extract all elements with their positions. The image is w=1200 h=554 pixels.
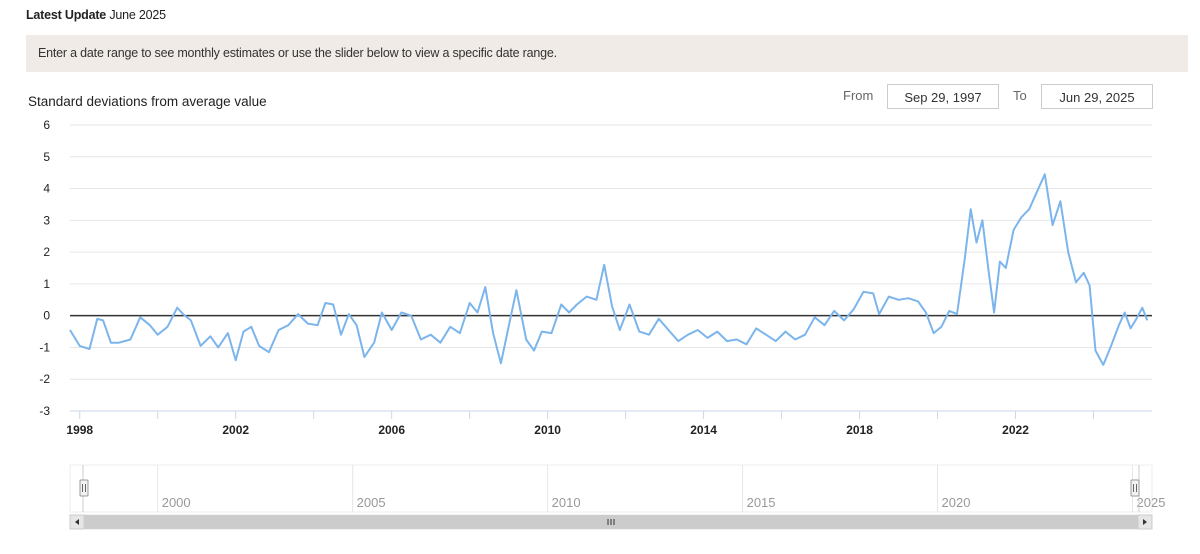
y-axis-title: Standard deviations from average value [28, 94, 267, 109]
arrow-right-icon [1143, 519, 1147, 525]
y-tick-label: 3 [43, 213, 50, 227]
navigator-tick-label: 2010 [552, 495, 581, 510]
y-tick-label: 5 [43, 150, 50, 164]
to-label: To [1013, 88, 1027, 103]
latest-update-value: June 2025 [109, 8, 166, 22]
navigator-tick-label: 2015 [747, 495, 776, 510]
y-tick-label: 1 [43, 277, 50, 291]
navigator-frame [69, 464, 1153, 513]
from-label: From [843, 88, 874, 103]
navigator-tick-label: 2025 [1137, 495, 1166, 510]
to-date-input[interactable]: Jun 29, 2025 [1041, 84, 1153, 109]
navigator-tick-label: 2020 [942, 495, 971, 510]
x-tick-label: 2018 [846, 423, 873, 437]
y-tick-label: -2 [39, 372, 50, 386]
instructions-banner: Enter a date range to see monthly estima… [26, 35, 1188, 72]
y-tick-label: 4 [43, 182, 50, 196]
x-tick-label: 2022 [1002, 423, 1029, 437]
x-tick-label: 2002 [222, 423, 249, 437]
navigator-right-handle-body[interactable] [1130, 479, 1140, 497]
x-tick-label: 2014 [690, 423, 717, 437]
from-date-input[interactable]: Sep 29, 1997 [887, 84, 999, 109]
x-tick-label: 1998 [66, 423, 93, 437]
navigator-left-handle-body[interactable] [79, 479, 89, 497]
series-line [69, 173, 1149, 366]
y-tick-label: 6 [43, 118, 50, 132]
instructions-text: Enter a date range to see monthly estima… [38, 46, 557, 60]
y-tick-label: -3 [39, 404, 50, 418]
y-tick-label: -1 [39, 340, 50, 354]
navigator-right-handle[interactable] [1130, 479, 1140, 497]
x-tick-label: 2010 [534, 423, 561, 437]
x-tick-label: 2006 [378, 423, 405, 437]
navigator-tick-label: 2005 [357, 495, 386, 510]
latest-update-label: Latest Update [26, 8, 107, 22]
navigator-tick-label: 2000 [162, 495, 191, 510]
latest-update: Latest Update June 2025 [26, 8, 166, 22]
y-tick-label: 2 [43, 245, 50, 259]
arrow-left-icon [75, 519, 79, 525]
navigator-left-handle[interactable] [79, 479, 89, 497]
y-tick-label: 0 [43, 309, 50, 323]
